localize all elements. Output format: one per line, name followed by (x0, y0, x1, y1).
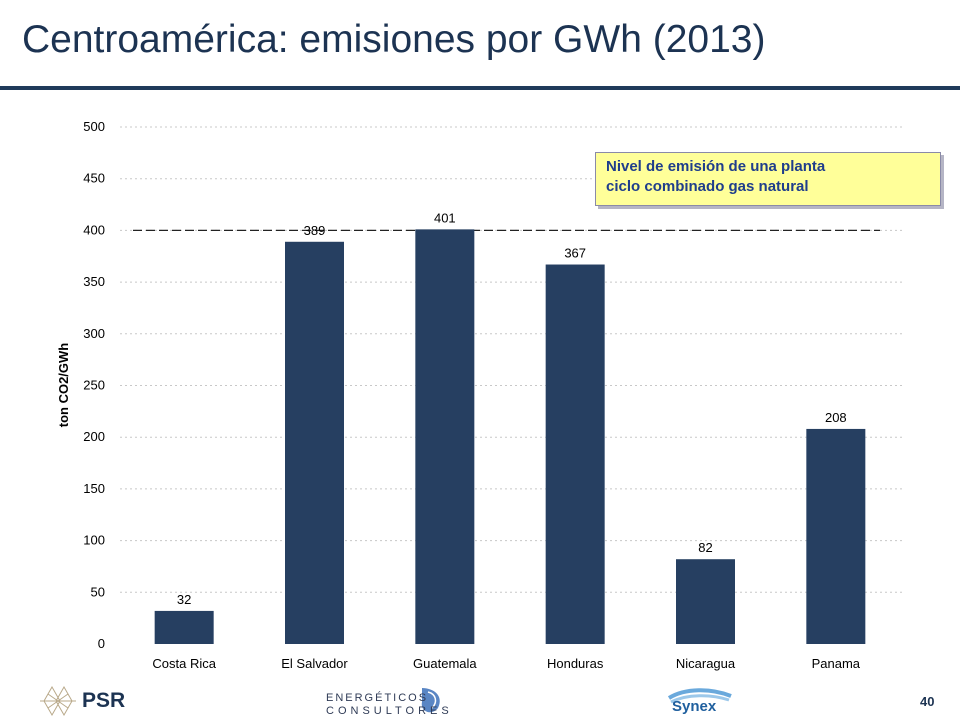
synex-logo-icon (667, 688, 732, 704)
x-tick-labels: Costa Rica El Salvador Guatemala Honduras Ni… (152, 656, 860, 671)
y-tick-label: 150 (83, 481, 105, 496)
y-tick-label: 100 (83, 533, 105, 548)
y-tick-label: 450 (83, 171, 105, 186)
y-tick-label: 200 (83, 429, 105, 444)
grid-lines (120, 126, 902, 593)
y-tick-label: 400 (83, 222, 105, 237)
y-axis-title: ton CO2/GWh (56, 343, 71, 428)
data-label: 82 (698, 540, 712, 555)
mec-logo-line-1: ENERGÉTICOS (326, 692, 429, 704)
data-label: 401 (434, 210, 456, 225)
psr-logo-text: PSR (82, 689, 126, 712)
y-tick-label: 300 (83, 326, 105, 341)
x-tick-label: Nicaragua (676, 656, 736, 671)
data-label: 208 (825, 410, 847, 425)
mec-logo-line-2: CONSULTORES (326, 705, 453, 717)
x-tick-label: El Salvador (281, 656, 348, 671)
bar-chart: 0 50 100 150 200 250 300 350 400 450 500 Costa Ric… (56, 119, 902, 671)
data-labels: 32 389 401 367 82 208 (177, 210, 847, 607)
x-tick-label: Panama (812, 656, 861, 671)
bar (285, 241, 344, 645)
x-tick-label: Costa Rica (152, 656, 216, 671)
data-label: 32 (177, 592, 191, 607)
bar (154, 610, 214, 644)
callout-line-1: Nivel de emisión de una planta (606, 158, 826, 175)
y-tick-label: 350 (83, 274, 105, 289)
y-tick-labels: 0 50 100 150 200 250 300 350 400 450 500 (83, 119, 105, 651)
data-label: 389 (304, 223, 326, 238)
mec-logo-icon (421, 688, 440, 713)
y-tick-label: 50 (91, 584, 105, 599)
callout-line-2: ciclo combinado gas natural (606, 178, 809, 195)
page-number: 40 (920, 694, 935, 709)
x-tick-label: Guatemala (413, 656, 477, 671)
psr-logo-icon (40, 685, 76, 717)
bar (806, 428, 866, 644)
y-tick-label: 500 (83, 119, 105, 134)
title-divider (0, 86, 960, 90)
bar (676, 559, 735, 644)
reference-callout: Nivel de emisión de una planta ciclo com… (595, 152, 941, 206)
bar (415, 229, 475, 644)
bars (154, 229, 866, 645)
slide-title: Centroamérica: emisiones por GWh (2013) (22, 18, 766, 61)
y-tick-label: 250 (83, 378, 105, 393)
footer: PSR ENERGÉTICOS CONSULTORES Synex 40 (0, 682, 960, 720)
bar (545, 264, 605, 644)
y-tick-label: 0 (98, 636, 105, 651)
data-label: 367 (564, 246, 586, 261)
synex-logo-text: Synex (672, 698, 717, 715)
x-tick-label: Honduras (547, 656, 604, 671)
